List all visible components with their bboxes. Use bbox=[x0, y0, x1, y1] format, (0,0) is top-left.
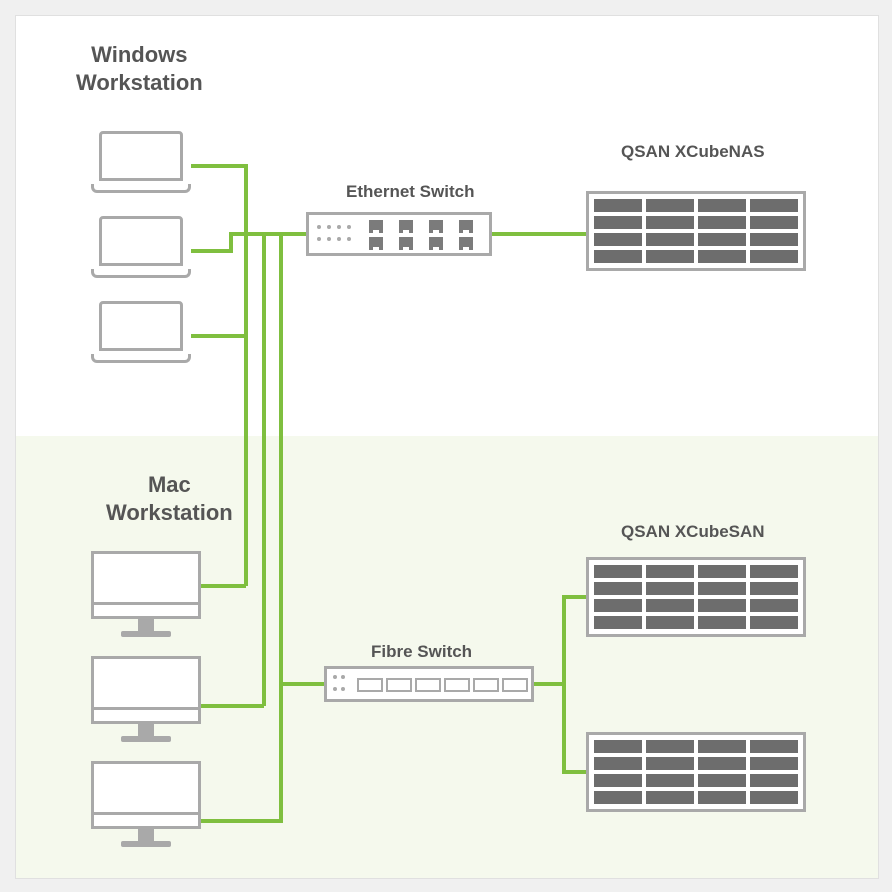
laptop-icon bbox=[91, 216, 191, 278]
san-storage-icon bbox=[586, 732, 806, 812]
fibre-switch-label: Fibre Switch bbox=[371, 641, 472, 662]
san-label: QSAN XCubeSAN bbox=[621, 521, 765, 542]
ethernet-switch-icon bbox=[306, 212, 492, 256]
nas-storage-icon bbox=[586, 191, 806, 271]
laptop-icon bbox=[91, 131, 191, 193]
mac-workstation-label: Mac Workstation bbox=[106, 471, 233, 526]
diagram-canvas: Windows Workstation Mac Workstation Ethe… bbox=[15, 15, 879, 879]
imac-icon bbox=[91, 656, 201, 742]
fibre-switch-icon bbox=[324, 666, 534, 702]
nas-label: QSAN XCubeNAS bbox=[621, 141, 765, 162]
laptop-icon bbox=[91, 301, 191, 363]
imac-icon bbox=[91, 761, 201, 847]
ethernet-switch-label: Ethernet Switch bbox=[346, 181, 474, 202]
imac-icon bbox=[91, 551, 201, 637]
windows-workstation-label: Windows Workstation bbox=[76, 41, 203, 96]
san-storage-icon bbox=[586, 557, 806, 637]
